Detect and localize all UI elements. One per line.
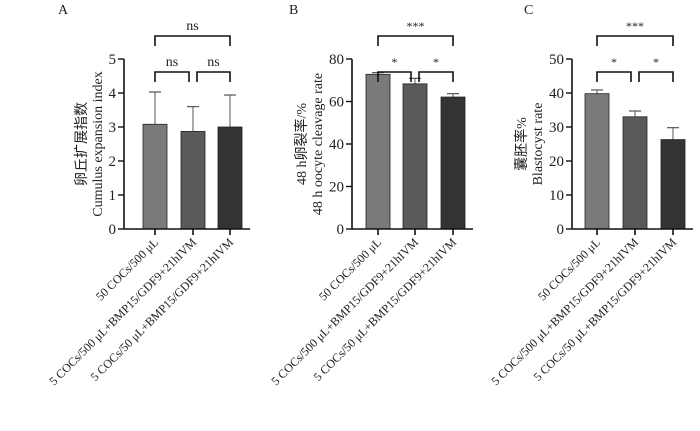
y-tick-label: 20	[549, 154, 564, 170]
bar	[365, 73, 391, 230]
significance-label: ***	[626, 19, 644, 33]
x-tick-label: 5 COCs/50 μL+BMP15/GDF9+21hIVM	[88, 235, 237, 384]
y-tick-label: 1	[109, 188, 117, 204]
y-tick-label: 3	[109, 120, 117, 136]
significance-bracket	[377, 71, 412, 82]
significance-bracket	[418, 71, 454, 82]
significance-bracket	[196, 71, 231, 82]
significance-bracket	[638, 71, 674, 82]
x-tick-label: 5 COCs/500 μL+BMP15/GDF9+21hIVM	[488, 235, 641, 388]
significance-label: *	[392, 55, 398, 69]
panel-letter: B	[289, 3, 298, 18]
bar	[217, 126, 243, 230]
y-tick-label: 60	[329, 95, 344, 111]
significance-bracket	[596, 71, 632, 82]
y-tick-label: 40	[549, 86, 564, 102]
bar	[142, 123, 168, 230]
bar	[622, 116, 648, 230]
y-tick-label: 30	[549, 120, 564, 136]
x-tick-label: 5 COCs/500 μL+BMP15/GDF9+21hIVM	[46, 235, 199, 388]
y-tick-label: 40	[329, 137, 344, 153]
significance-label: ***	[407, 19, 425, 33]
significance-label: *	[611, 55, 617, 69]
y-tick-label: 4	[109, 86, 117, 102]
significance-label: ns	[186, 19, 198, 34]
significance-label: *	[433, 55, 439, 69]
significance-bracket	[154, 71, 190, 82]
y-tick-label: 0	[109, 222, 117, 238]
y-axis-label-cn: 卵丘扩展指数	[74, 102, 90, 186]
significance-bracket	[154, 35, 231, 46]
panel-letter: A	[58, 3, 69, 18]
x-tick-label: 5 COCs/50 μL+BMP15/GDF9+21hIVM	[531, 235, 680, 384]
y-axis-label-cn: 囊胚率%	[513, 117, 530, 171]
y-tick-label: 5	[109, 52, 117, 68]
significance-label: ns	[207, 55, 219, 70]
significance-bracket	[596, 35, 674, 46]
bar	[584, 93, 610, 230]
significance-label: ns	[166, 55, 178, 70]
y-tick-label: 50	[549, 52, 564, 68]
bar	[660, 139, 686, 230]
significance-label: *	[653, 55, 659, 69]
y-tick-label: 80	[329, 52, 344, 68]
y-tick-label: 20	[329, 180, 344, 196]
panel-a: A50 COCs/500 μL5 COCs/500 μL+BMP15/GDF9+…	[46, 3, 250, 388]
x-tick-label: 5 COCs/500 μL+BMP15/GDF9+21hIVM	[268, 235, 421, 388]
y-axis-label-en: Cumulus expansion index	[91, 71, 106, 216]
y-tick-label: 0	[557, 222, 565, 238]
bar	[180, 131, 206, 230]
bar	[440, 96, 466, 230]
y-tick-label: 0	[337, 222, 345, 238]
y-tick-label: 10	[549, 188, 564, 204]
panel-letter: C	[524, 3, 533, 18]
y-tick-label: 2	[109, 154, 117, 170]
x-tick-label: 50 COCs/500 μL	[316, 235, 384, 303]
y-axis-label-cn: 48 h卵裂率/%	[293, 103, 310, 185]
panel-b: B 50 COCs/500 μL5 COCs/500 μL+BMP15/GDF9+…	[268, 3, 473, 388]
significance-bracket	[377, 35, 454, 46]
y-axis-label-en: 48 h oocyte cleavage rate	[311, 73, 326, 215]
x-tick-label: 5 COCs/50 μL+BMP15/GDF9+21hIVM	[311, 235, 460, 384]
panel-c: C50 COCs/500 μL5 COCs/500 μL+BMP15/GDF9+…	[488, 3, 693, 388]
bar	[402, 83, 428, 230]
y-axis-label-en: Blastocyst rate	[531, 103, 546, 186]
